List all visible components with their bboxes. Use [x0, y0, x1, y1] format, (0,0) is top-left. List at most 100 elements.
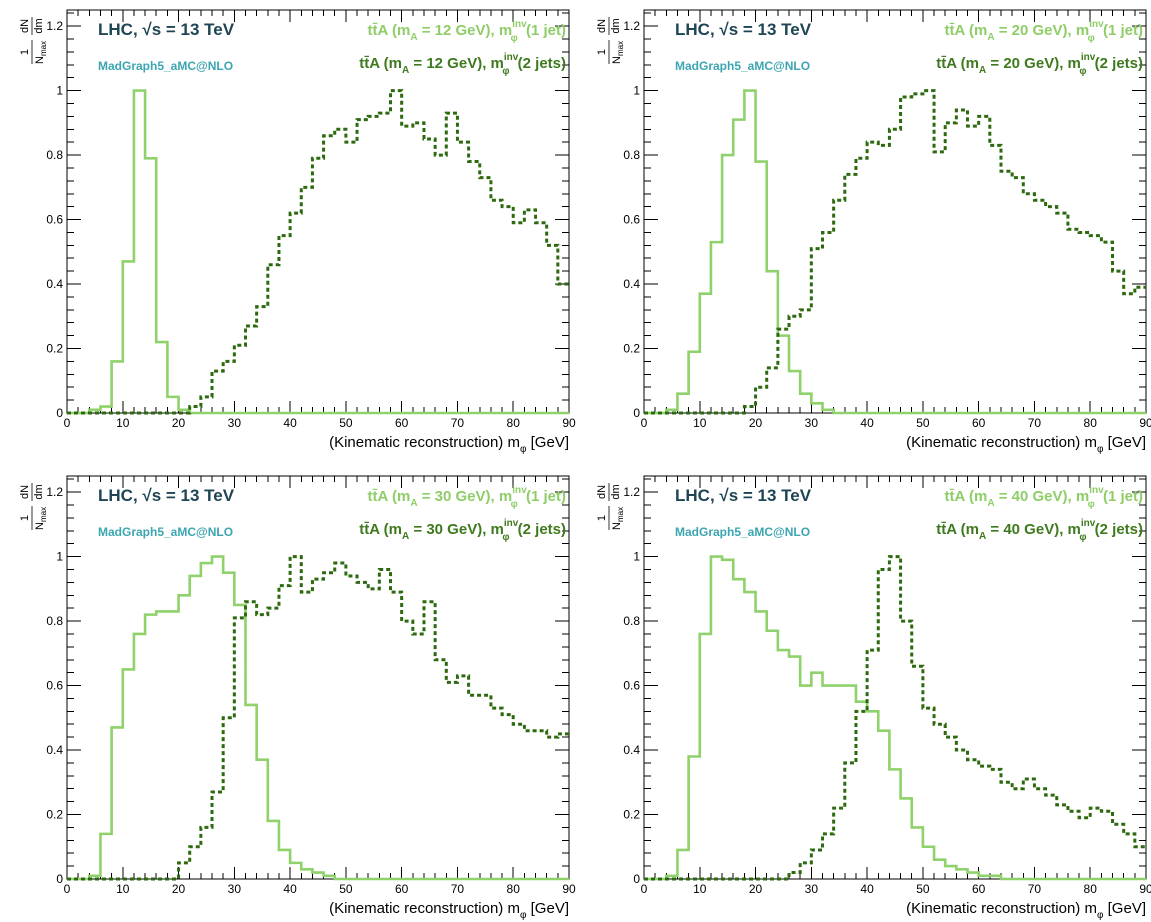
experiment-label: LHC, √s = 13 TeV: [98, 20, 235, 39]
plot-frame: [643, 475, 1147, 880]
x-tick-label: 0: [641, 416, 648, 430]
y-title-dn: dN: [19, 485, 31, 499]
x-tick-label: 20: [749, 416, 763, 430]
x-tick-label: 30: [228, 882, 242, 896]
x-tick-label: 20: [172, 416, 186, 430]
y-tick-label: 0: [56, 406, 63, 420]
y-tick-label: 0.6: [46, 213, 63, 227]
x-tick-label: 50: [339, 882, 353, 896]
x-tick-label: 40: [860, 882, 874, 896]
x-tick-label: 40: [283, 416, 297, 430]
x-tick-label: 70: [1028, 882, 1042, 896]
generator-label: MadGraph5_aMC@NLO: [675, 525, 810, 539]
series-line-2jets: [67, 89, 569, 415]
experiment-label: LHC, √s = 13 TeV: [675, 486, 812, 505]
x-tick-label: 60: [972, 416, 986, 430]
x-axis-title: (Kinematic reconstruction) mφ [GeV]: [329, 434, 569, 455]
y-tick-label: 0.2: [623, 342, 640, 356]
x-tick-label: 40: [283, 882, 297, 896]
series-line-2jets: [644, 89, 1146, 415]
y-title-dn: dN: [596, 485, 608, 499]
series-line-2jets: [644, 555, 1146, 881]
y-title-nmax: Nmax: [611, 507, 625, 530]
y-title-one: 1: [596, 515, 608, 521]
y-title-dn: dN: [596, 19, 608, 33]
generator-label: MadGraph5_aMC@NLO: [98, 59, 233, 73]
y-tick-label: 0.4: [623, 277, 640, 291]
y-tick-label: 0.6: [623, 213, 640, 227]
x-tick-label: 80: [507, 882, 521, 896]
x-tick-label: 0: [64, 882, 71, 896]
y-tick-label: 0.4: [46, 277, 63, 291]
x-tick-label: 60: [395, 416, 409, 430]
series-line-2jets: [67, 555, 569, 881]
y-tick-label: 1.2: [623, 19, 640, 33]
series-line-1jet: [644, 89, 1146, 415]
x-tick-label: 90: [1139, 416, 1151, 430]
y-tick-label: 1.2: [46, 19, 63, 33]
x-tick-label: 70: [451, 882, 465, 896]
x-tick-label: 10: [116, 882, 130, 896]
y-title-dn: dN: [19, 19, 31, 33]
y-tick-label: 0.2: [46, 808, 63, 822]
y-title-nmax: Nmax: [34, 507, 48, 530]
y-title-one: 1: [19, 49, 31, 55]
y-title-dm: dm: [33, 18, 45, 33]
x-tick-label: 90: [562, 416, 576, 430]
legend-entry-1jet: tt̄A (mA = 40 GeV), minv φ (1 jet): [945, 485, 1143, 510]
y-tick-label: 0.8: [46, 148, 63, 162]
x-axis-title: (Kinematic reconstruction) mφ [GeV]: [906, 900, 1146, 921]
y-tick-label: 1: [633, 84, 640, 98]
y-tick-label: 0.6: [623, 679, 640, 693]
generator-label: MadGraph5_aMC@NLO: [675, 59, 810, 73]
legend-entry-1jet: tt̄A (mA = 20 GeV), minv φ (1 jet): [945, 19, 1143, 44]
x-tick-label: 90: [562, 882, 576, 896]
chart-panel-bottom-right: 0 10 20 30 40 50 60 70 80 90 0 0.2 0.4 0.6 0.8 1 1.2 (Kin…: [596, 475, 1151, 921]
legend-entry-2jets: tt̄A (mA = 30 GeV), minv φ (2 jets): [359, 518, 566, 543]
x-tick-label: 50: [916, 416, 930, 430]
y-tick-label: 0: [56, 872, 63, 886]
x-tick-label: 0: [64, 416, 71, 430]
y-tick-label: 0: [633, 872, 640, 886]
series-line-1jet: [67, 555, 569, 881]
x-tick-label: 50: [916, 882, 930, 896]
x-axis-title: (Kinematic reconstruction) mφ [GeV]: [906, 434, 1146, 455]
legend-entry-1jet: tt̄A (mA = 12 GeV), minv φ (1 jet): [368, 19, 566, 44]
y-tick-label: 1: [633, 550, 640, 564]
series-line-1jet: [644, 555, 1146, 881]
x-tick-label: 30: [805, 882, 819, 896]
y-tick-label: 1: [56, 550, 63, 564]
legend-entry-1jet: tt̄A (mA = 30 GeV), minv φ (1 jet): [368, 485, 566, 510]
legend-entry-2jets: tt̄A (mA = 40 GeV), minv φ (2 jets): [936, 518, 1143, 543]
y-tick-label: 0.2: [623, 808, 640, 822]
legend-entry-2jets: tt̄A (mA = 12 GeV), minv φ (2 jets): [359, 52, 566, 77]
x-tick-label: 60: [395, 882, 409, 896]
experiment-label: LHC, √s = 13 TeV: [675, 20, 812, 39]
x-tick-label: 70: [1028, 416, 1042, 430]
y-tick-label: 0.8: [623, 614, 640, 628]
x-axis-title: (Kinematic reconstruction) mφ [GeV]: [329, 900, 569, 921]
y-title-dm: dm: [610, 18, 622, 33]
y-tick-label: 0.8: [46, 614, 63, 628]
series-line-1jet: [67, 89, 569, 415]
x-tick-label: 20: [749, 882, 763, 896]
y-tick-label: 1: [56, 84, 63, 98]
x-tick-label: 30: [228, 416, 242, 430]
y-tick-label: 0.2: [46, 342, 63, 356]
y-tick-label: 1.2: [623, 485, 640, 499]
x-tick-label: 80: [507, 416, 521, 430]
x-tick-label: 10: [693, 416, 707, 430]
x-tick-label: 60: [972, 882, 986, 896]
x-tick-label: 80: [1084, 416, 1098, 430]
x-tick-label: 30: [805, 416, 819, 430]
y-title-nmax: Nmax: [611, 41, 625, 64]
y-tick-label: 1.2: [46, 485, 63, 499]
experiment-label: LHC, √s = 13 TeV: [98, 486, 235, 505]
plot-frame: [66, 475, 570, 880]
generator-label: MadGraph5_aMC@NLO: [98, 525, 233, 539]
